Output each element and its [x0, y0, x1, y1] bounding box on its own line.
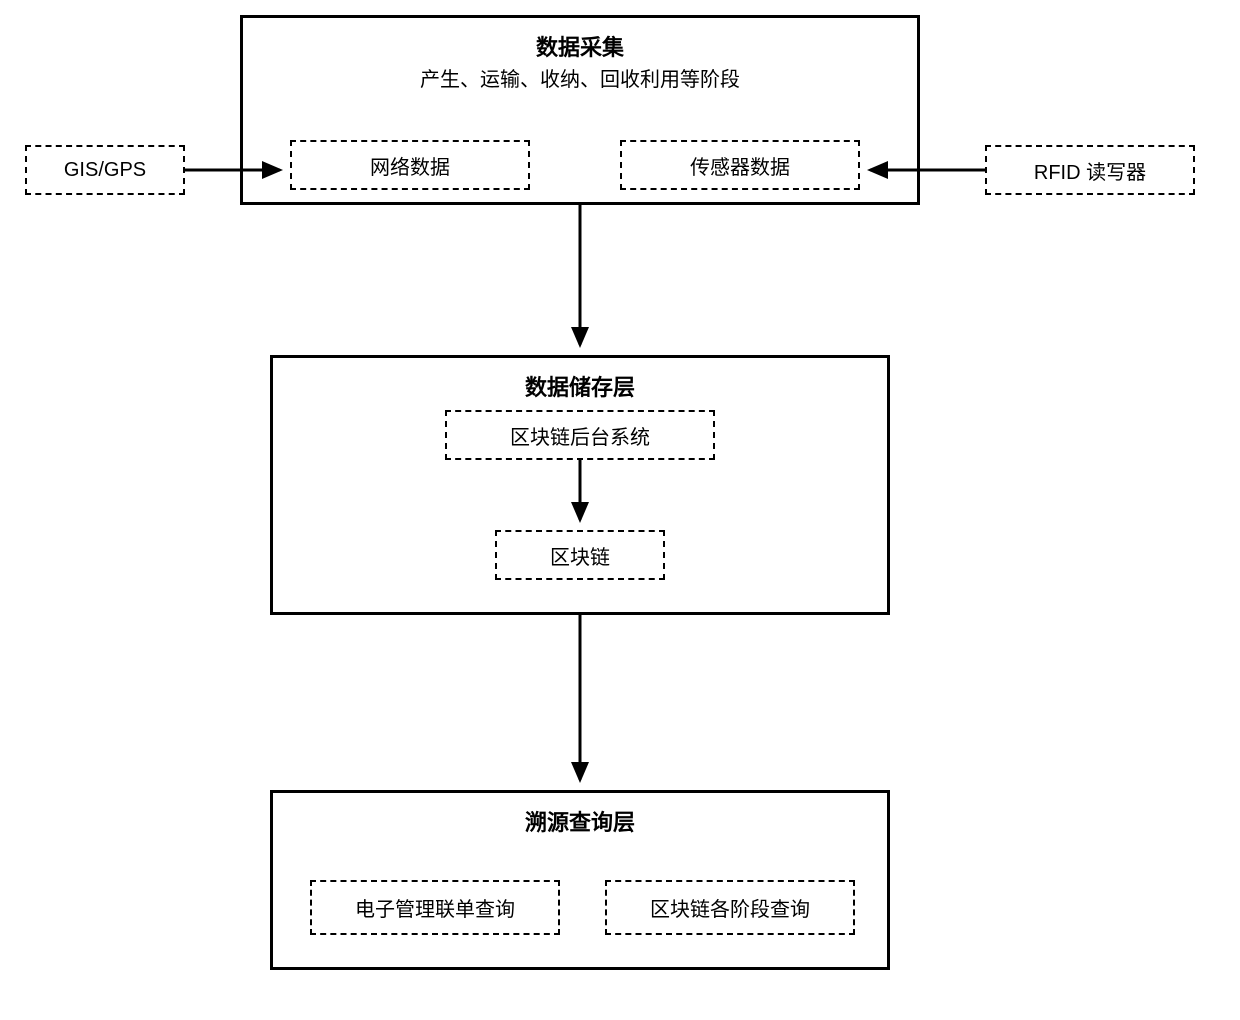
layer3-title: 溯源查询层 — [273, 805, 887, 837]
node-gis-gps: GIS/GPS — [25, 145, 185, 195]
node-bquery-label: 区块链各阶段查询 — [650, 893, 810, 922]
node-network-data: 网络数据 — [290, 140, 530, 190]
layer1-subtitle: 产生、运输、收纳、回收利用等阶段 — [243, 63, 917, 92]
node-gis-label: GIS/GPS — [64, 159, 146, 182]
node-blockchain-label: 区块链 — [550, 541, 610, 570]
node-emanage-label: 电子管理联单查询 — [355, 893, 515, 922]
node-blockchain: 区块链 — [495, 530, 665, 580]
layer1-title: 数据采集 — [243, 30, 917, 62]
node-backend-label: 区块链后台系统 — [510, 421, 650, 450]
node-rfid: RFID 读写器 — [985, 145, 1195, 195]
node-blockchain-backend: 区块链后台系统 — [445, 410, 715, 460]
node-rfid-label: RFID 读写器 — [1034, 156, 1146, 185]
node-emanage-query: 电子管理联单查询 — [310, 880, 560, 935]
node-sensor-data: 传感器数据 — [620, 140, 860, 190]
diagram-canvas: 数据采集 产生、运输、收纳、回收利用等阶段 网络数据 传感器数据 GIS/GPS… — [0, 0, 1240, 1020]
node-network-label: 网络数据 — [370, 151, 450, 180]
node-sensor-label: 传感器数据 — [690, 151, 790, 180]
node-blockchain-query: 区块链各阶段查询 — [605, 880, 855, 935]
layer2-title: 数据储存层 — [273, 370, 887, 402]
